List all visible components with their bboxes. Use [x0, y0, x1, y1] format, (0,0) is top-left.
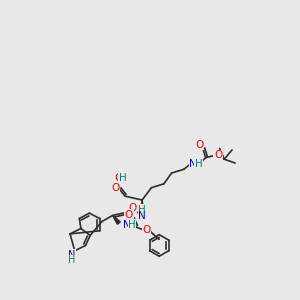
Text: N: N	[138, 211, 146, 221]
Text: H: H	[119, 173, 127, 183]
Text: O: O	[112, 184, 120, 194]
Polygon shape	[113, 215, 120, 224]
Text: N: N	[68, 250, 75, 260]
Polygon shape	[140, 200, 144, 214]
Text: N: N	[123, 220, 130, 230]
Text: O: O	[125, 210, 133, 220]
Text: H: H	[68, 255, 75, 265]
Text: O: O	[143, 225, 151, 235]
Text: O: O	[129, 203, 137, 213]
Text: O: O	[214, 150, 222, 160]
Text: O: O	[195, 140, 204, 150]
Text: H: H	[195, 159, 203, 169]
Text: H: H	[138, 205, 146, 215]
Text: N: N	[189, 159, 197, 169]
Text: O: O	[114, 173, 122, 183]
Text: H: H	[128, 220, 136, 230]
